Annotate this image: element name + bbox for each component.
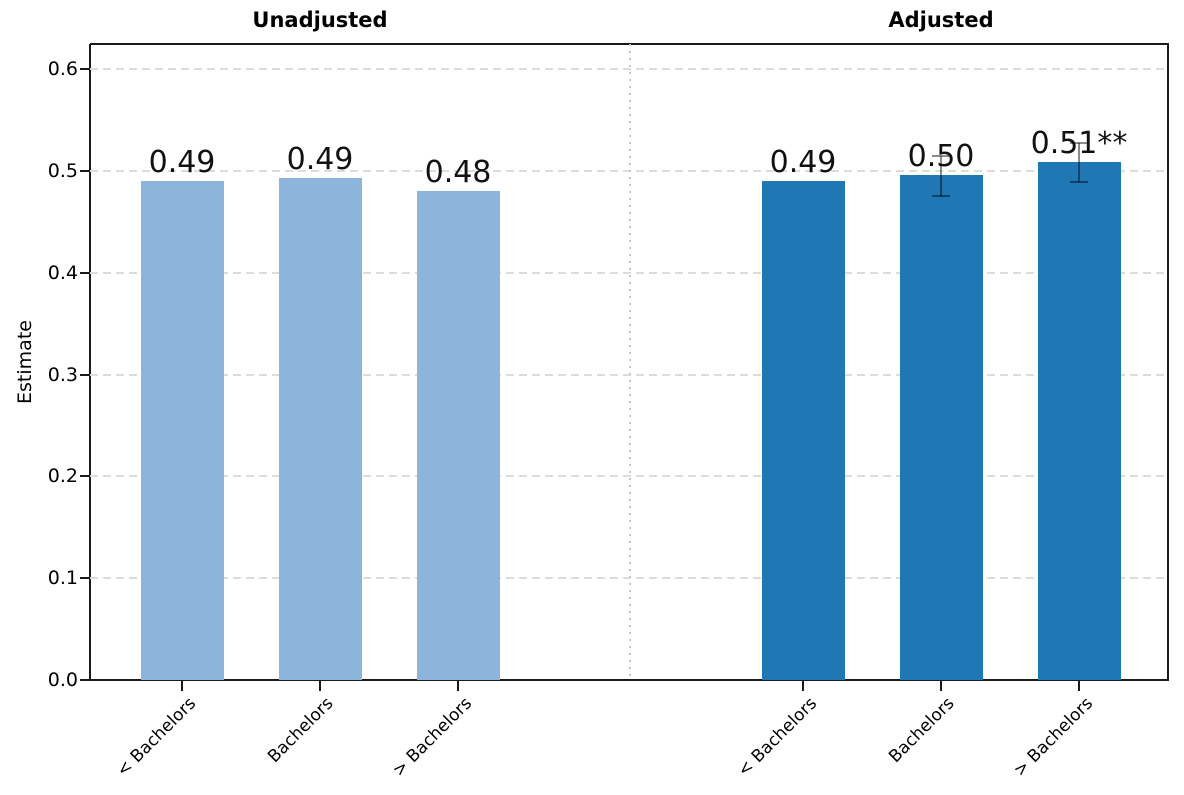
panel-title-unadjusted: Unadjusted <box>252 8 388 32</box>
y-tick <box>80 475 89 478</box>
x-tick <box>319 681 321 691</box>
y-tick-label: 0.0 <box>47 669 78 691</box>
bar-value-label: 0.48 <box>424 154 492 190</box>
x-tick <box>802 681 804 691</box>
y-tick <box>80 679 89 681</box>
error-bar-cap-bottom <box>1070 181 1088 184</box>
bar <box>416 190 500 680</box>
right-spine <box>1167 44 1169 681</box>
x-tick-label: < Bachelors <box>112 693 200 781</box>
left-spine <box>89 44 91 681</box>
panel-title-adjusted: Adjusted <box>888 8 994 32</box>
x-tick-label: Bachelors <box>885 693 959 767</box>
y-tick-label: 0.6 <box>47 58 78 81</box>
panel-divider <box>629 44 631 680</box>
bar-value-label: 0.50 <box>907 139 975 175</box>
bar-value-label: 0.49 <box>769 145 837 181</box>
bar <box>761 181 845 680</box>
bottom-spine <box>90 679 1169 681</box>
x-tick-label: > Bachelors <box>1009 693 1097 781</box>
x-tick-label: Bachelors <box>264 693 338 767</box>
error-bar-cap-top <box>932 154 950 157</box>
y-tick-label: 0.5 <box>47 160 78 183</box>
y-tick <box>80 373 89 376</box>
y-tick-label: 0.3 <box>47 363 78 386</box>
error-bar <box>1078 142 1080 183</box>
bar <box>278 178 362 680</box>
y-tick <box>80 577 89 580</box>
x-tick-label: < Bachelors <box>733 693 821 781</box>
bar <box>1037 162 1121 680</box>
error-bar <box>940 155 942 196</box>
bar-value-label: 0.49 <box>286 142 354 178</box>
x-tick <box>1078 681 1080 691</box>
plot-area: 0.49 0.49 0.48 0.49 0.50 0.51** <box>90 44 1168 680</box>
y-tick <box>80 271 89 274</box>
bar <box>140 181 224 680</box>
bar <box>899 175 983 680</box>
y-tick-label: 0.1 <box>47 567 78 590</box>
x-tick-label: > Bachelors <box>388 693 476 781</box>
error-bar-cap-bottom <box>932 194 950 197</box>
y-axis-label: Estimate <box>14 320 36 404</box>
x-tick <box>940 681 942 691</box>
x-tick <box>457 681 459 691</box>
y-tick <box>80 68 89 71</box>
bar-value-label: 0.51** <box>1030 126 1128 162</box>
x-tick <box>181 681 183 691</box>
y-tick <box>80 170 89 173</box>
y-tick-label: 0.2 <box>47 465 78 488</box>
error-bar-cap-top <box>1070 141 1088 144</box>
bar-value-label: 0.49 <box>148 145 216 181</box>
y-tick-label: 0.4 <box>47 261 78 284</box>
